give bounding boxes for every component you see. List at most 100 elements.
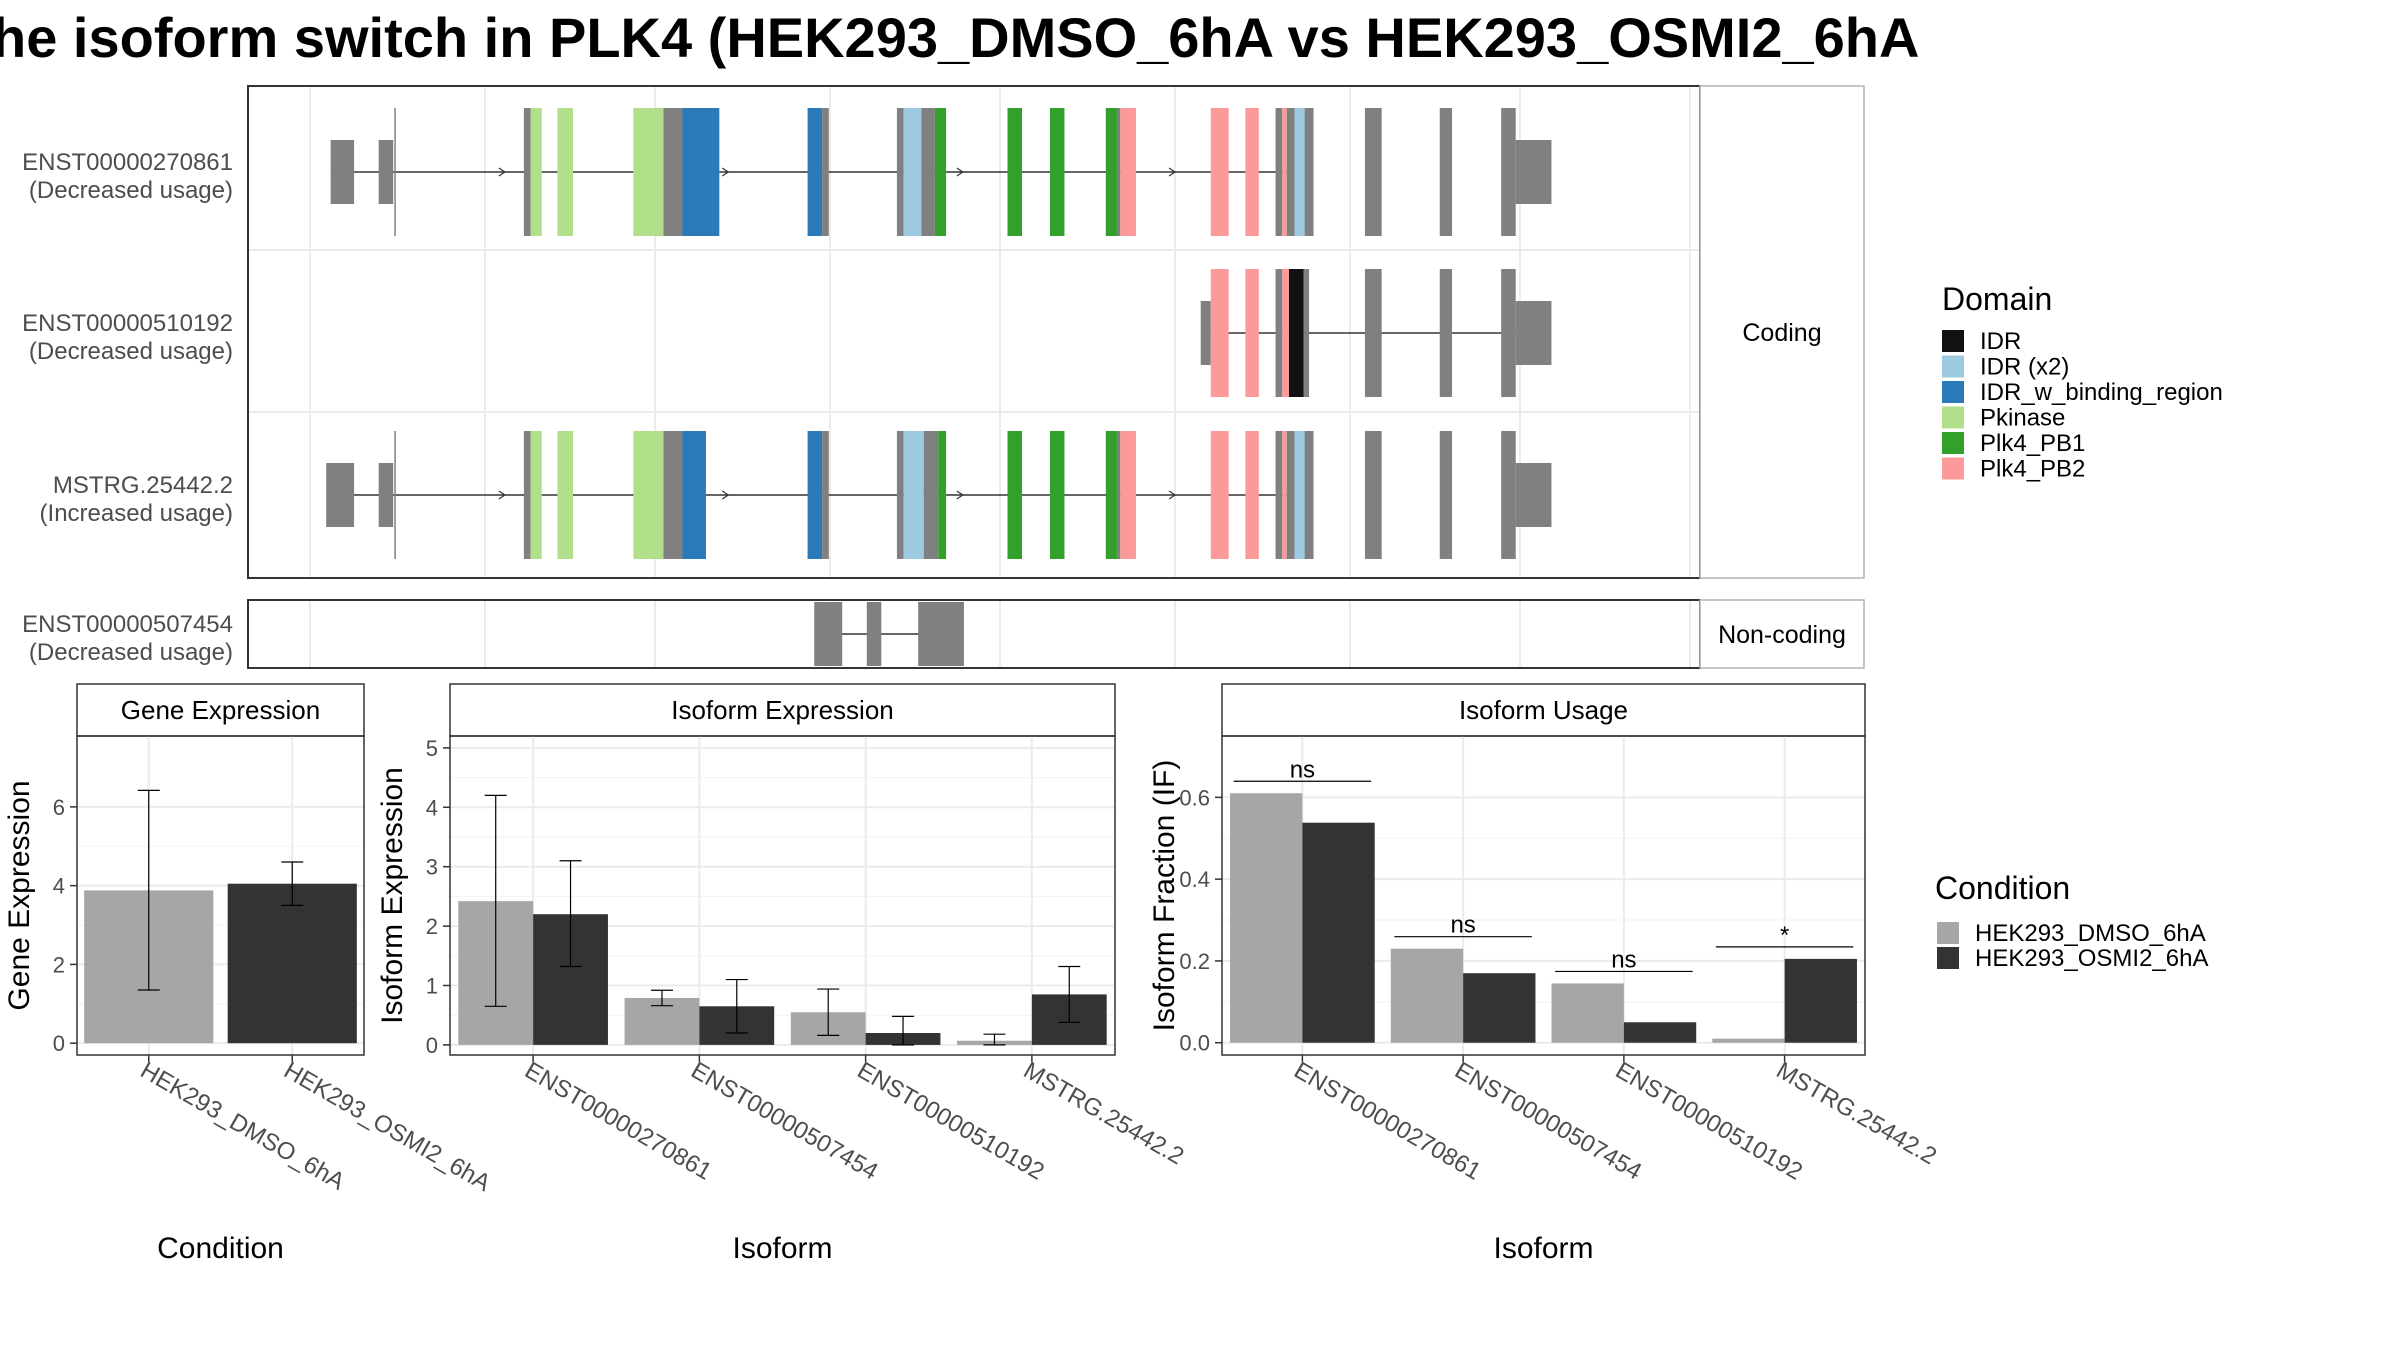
bar	[1463, 973, 1536, 1043]
exon-block	[1515, 140, 1552, 204]
exon-block	[663, 108, 683, 236]
transcript-structure-panel: CodingNon-codingENST00000270861(Decrease…	[22, 85, 1865, 669]
exon-block	[1439, 269, 1453, 397]
y-tick-label: 0.0	[1179, 1031, 1210, 1056]
isoform-expression-chart: Isoform Expression 0 1 2 3 4 5 Isoform Expressi…	[376, 683, 1188, 1265]
exon-block	[1120, 431, 1136, 559]
exon-block	[1245, 431, 1259, 559]
exon-block	[1105, 108, 1117, 236]
exon-block	[1275, 269, 1283, 397]
domain-legend-swatch	[1942, 355, 1964, 378]
significance-label: ns	[1611, 946, 1636, 973]
exon-block	[530, 108, 542, 236]
exon-block	[682, 431, 706, 559]
exon-block	[1515, 301, 1552, 365]
exon-block	[1210, 269, 1229, 397]
domain-legend-title: Domain	[1942, 281, 2052, 317]
x-tick-label: MSTRG.25442.2	[1019, 1057, 1188, 1170]
transcript-usage-label: (Decreased usage)	[29, 177, 233, 204]
bar	[1302, 822, 1375, 1043]
exon-block	[394, 431, 396, 559]
y-tick-label: 0	[53, 1031, 65, 1056]
chart-title: Isoform Usage	[1459, 695, 1628, 725]
exon-block	[1294, 108, 1305, 236]
exon-block	[663, 431, 683, 559]
exon-block	[1501, 108, 1516, 236]
exon-block	[1439, 431, 1453, 559]
strand-arrow	[498, 490, 506, 500]
y-tick-label: 5	[426, 736, 438, 761]
domain-legend-label: Pkinase	[1980, 405, 2065, 432]
strand-arrow	[721, 490, 730, 500]
exon-block	[866, 602, 882, 666]
exon-block	[1200, 301, 1211, 365]
strand-arrow	[498, 167, 506, 177]
exon-block	[1116, 431, 1121, 559]
y-tick-label: 3	[426, 855, 438, 880]
domain-legend-label: Plk4_PB2	[1980, 456, 2085, 483]
exon-block	[1049, 431, 1065, 559]
exon-block	[822, 431, 829, 559]
exon-block	[326, 463, 355, 527]
exon-block	[807, 108, 823, 236]
bar	[1390, 948, 1464, 1043]
strand-arrow	[956, 490, 964, 500]
y-tick-label: 4	[53, 874, 65, 899]
y-tick-label: 2	[426, 914, 438, 939]
y-tick-label: 0.2	[1179, 949, 1210, 974]
condition-legend-swatch	[1937, 922, 1959, 944]
exon-block	[1105, 431, 1117, 559]
transcript-row-ENST00000507454: ENST00000507454(Decreased usage)	[22, 602, 964, 666]
y-tick-label: 0.6	[1179, 785, 1210, 810]
chart-title: Gene Expression	[121, 695, 320, 725]
y-tick-label: 2	[53, 952, 65, 977]
chart-strip	[76, 683, 365, 737]
transcript-label: ENST00000507454	[22, 611, 233, 638]
y-axis-title: Gene Expression	[3, 780, 36, 1010]
significance-label: *	[1780, 922, 1789, 949]
exon-block	[1286, 431, 1295, 559]
chart-strip	[449, 683, 1116, 737]
y-tick-label: 6	[53, 795, 65, 820]
exon-block	[557, 108, 574, 236]
exon-block	[934, 108, 947, 236]
exon-block	[1294, 431, 1305, 559]
exon-block	[896, 431, 904, 559]
domain-legend-swatch	[1942, 381, 1964, 403]
exon-block	[1007, 431, 1023, 559]
noncoding-panel-bg	[248, 600, 1700, 668]
exon-block	[1245, 269, 1259, 397]
exon-block	[633, 431, 664, 559]
domain-legend-label: IDR_w_binding_region	[1980, 379, 2223, 406]
transcript-row-ENST00000270861: ENST00000270861(Decreased usage)	[22, 108, 1552, 236]
exon-block	[523, 108, 531, 236]
exon-block	[903, 431, 924, 559]
transcript-usage-label: (Decreased usage)	[29, 639, 233, 666]
significance-label: ns	[1450, 912, 1475, 939]
exon-block	[1282, 269, 1289, 397]
x-tick-label: MSTRG.25442.2	[1772, 1057, 1941, 1170]
x-tick-label: ENST00000507454	[686, 1057, 882, 1186]
exon-block	[1501, 431, 1516, 559]
exon-block	[921, 108, 935, 236]
chart-frame	[76, 735, 365, 1056]
strand-arrow	[1168, 167, 1177, 177]
condition-legend-title: Condition	[1935, 870, 2070, 906]
exon-block	[378, 140, 394, 204]
exon-block	[938, 431, 947, 559]
transcript-label: ENST00000510192	[22, 310, 233, 337]
y-axis-title: Isoform Fraction (IF)	[1148, 760, 1181, 1032]
domain-legend-swatch	[1942, 406, 1964, 429]
bar	[1712, 1038, 1785, 1043]
exon-block	[1288, 269, 1304, 397]
exon-block	[903, 108, 922, 236]
exon-block	[1364, 108, 1382, 236]
transcript-usage-label: (Increased usage)	[40, 500, 233, 527]
exon-block	[1282, 108, 1287, 236]
exon-block	[1364, 431, 1382, 559]
isoform-usage-chart: Isoform Usage ns ns ns * 0.0 0.2 0.4 0.6Isoform …	[1148, 683, 1941, 1265]
exon-block	[523, 431, 531, 559]
exon-block	[1116, 108, 1121, 236]
x-tick-label: ENST00000270861	[520, 1057, 716, 1186]
